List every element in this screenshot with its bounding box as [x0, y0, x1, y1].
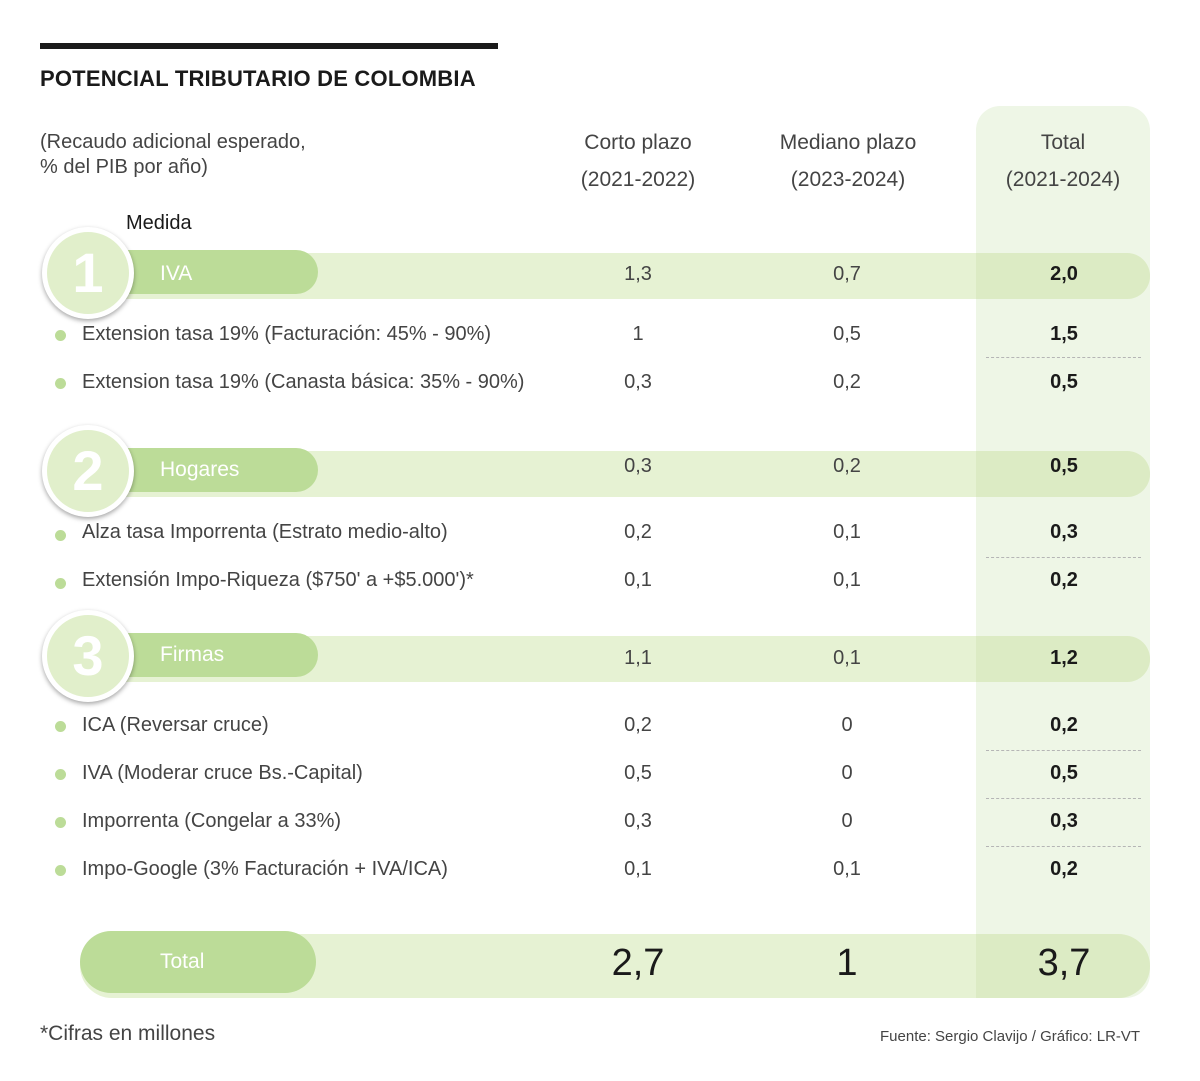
column-period: (2023-2024): [790, 168, 906, 191]
group-number-badge: 3: [42, 610, 134, 702]
row-value-total: 0,2: [1050, 858, 1078, 880]
row-value-corto: 0,1: [624, 858, 652, 880]
footnote: *Cifras en millones: [40, 1022, 216, 1045]
subtitle-line-1: (Recaudo adicional esperado,: [40, 131, 306, 153]
bullet-dot: [55, 865, 66, 876]
row-divider: [986, 846, 1141, 847]
row-value-mediano: 0: [841, 762, 853, 784]
row-value-total: 1,5: [1050, 323, 1078, 345]
total-band-total-cell: [976, 934, 1150, 998]
row-value-total: 0,5: [1050, 371, 1078, 393]
row-label: Extension tasa 19% (Facturación: 45% - 9…: [82, 323, 492, 345]
group-pill-firmas: [100, 633, 318, 677]
group-label: Firmas: [160, 643, 225, 666]
row-value-corto: 0,5: [624, 762, 652, 784]
bullet-dot: [55, 769, 66, 780]
group-value-mediano: 0,1: [833, 647, 861, 669]
group-label: Hogares: [160, 458, 240, 481]
row-label: Imporrenta (Congelar a 33%): [82, 810, 342, 832]
bullet-dot: [55, 817, 66, 828]
row-divider: [986, 357, 1141, 358]
group-value-mediano: 0,2: [833, 455, 861, 477]
column-period: (2021-2022): [580, 168, 696, 191]
title-rule: [40, 43, 498, 49]
group-number-badge: 2: [42, 425, 134, 517]
row-label: Extension tasa 19% (Canasta básica: 35% …: [82, 371, 525, 393]
group-value-mediano: 0,7: [833, 263, 861, 285]
column-name: Mediano plazo: [779, 131, 917, 154]
row-value-mediano: 0,5: [833, 323, 861, 345]
row-value-mediano: 0,1: [833, 858, 861, 880]
row-label: ICA (Reversar cruce): [82, 714, 269, 736]
total-value-total: 3,7: [1037, 942, 1091, 984]
column-header-mediano-plazo: Mediano plazo (2023-2024): [738, 124, 958, 198]
bullet-dot: [55, 330, 66, 341]
row-divider: [986, 557, 1141, 558]
group-value-corto: 1,1: [624, 647, 652, 669]
bullet-dot: [55, 578, 66, 589]
group-label: IVA: [160, 262, 193, 285]
row-value-total: 0,3: [1050, 810, 1078, 832]
row-label: Alza tasa Imporrenta (Estrato medio-alto…: [82, 521, 448, 543]
row-value-mediano: 0: [841, 810, 853, 832]
column-header-corto-plazo: Corto plazo (2021-2022): [528, 124, 748, 198]
row-label: IVA (Moderar cruce Bs.-Capital): [82, 762, 363, 784]
row-value-mediano: 0,1: [833, 521, 861, 543]
chart-title: POTENCIAL TRIBUTARIO DE COLOMBIA: [40, 66, 476, 91]
row-value-corto: 0,3: [624, 810, 652, 832]
group-value-total: 2,0: [1050, 263, 1078, 285]
column-header-total: Total (2021-2024): [953, 124, 1173, 198]
group-band-total-cell: [976, 253, 1150, 299]
group-band-total-cell: [976, 636, 1150, 682]
row-divider: [986, 798, 1141, 799]
row-value-corto: 0,2: [624, 521, 652, 543]
source-credit: Fuente: Sergio Clavijo / Gráfico: LR-VT: [880, 1028, 1141, 1045]
row-value-mediano: 0: [841, 714, 853, 736]
medida-label: Medida: [126, 212, 192, 234]
total-value-mediano: 1: [836, 942, 858, 984]
row-label: Impo-Google (3% Facturación + IVA/ICA): [82, 858, 448, 880]
total-pill: [80, 931, 316, 993]
row-value-total: 0,2: [1050, 714, 1078, 736]
row-value-total: 0,3: [1050, 521, 1078, 543]
row-value-corto: 1: [632, 323, 644, 345]
group-value-total: 1,2: [1050, 647, 1078, 669]
total-value-corto: 2,7: [611, 942, 665, 984]
row-value-mediano: 0,1: [833, 569, 861, 591]
total-label: Total: [160, 950, 205, 973]
bullet-dot: [55, 530, 66, 541]
group-value-corto: 0,3: [624, 455, 652, 477]
group-pill-iva: [100, 250, 318, 294]
group-pill-hogares: [100, 448, 318, 492]
chart-subtitle: (Recaudo adicional esperado, % del PIB p…: [40, 130, 306, 180]
bullet-dot: [55, 378, 66, 389]
bullet-dot: [55, 721, 66, 732]
group-value-total: 0,5: [1050, 455, 1078, 477]
column-name: Total: [1040, 131, 1086, 154]
row-value-total: 0,2: [1050, 569, 1078, 591]
row-value-corto: 0,1: [624, 569, 652, 591]
subtitle-line-2: % del PIB por año): [40, 156, 208, 178]
group-value-corto: 1,3: [624, 263, 652, 285]
row-value-total: 0,5: [1050, 762, 1078, 784]
column-name: Corto plazo: [584, 131, 692, 154]
row-value-mediano: 0,2: [833, 371, 861, 393]
group-band-total-cell: [976, 451, 1150, 497]
row-value-corto: 0,2: [624, 714, 652, 736]
row-divider: [986, 750, 1141, 751]
group-number-badge: 1: [42, 227, 134, 319]
row-value-corto: 0,3: [624, 371, 652, 393]
row-label: Extensión Impo-Riqueza ($750' a +$5.000'…: [82, 569, 474, 591]
column-period: (2021-2024): [1005, 168, 1121, 191]
